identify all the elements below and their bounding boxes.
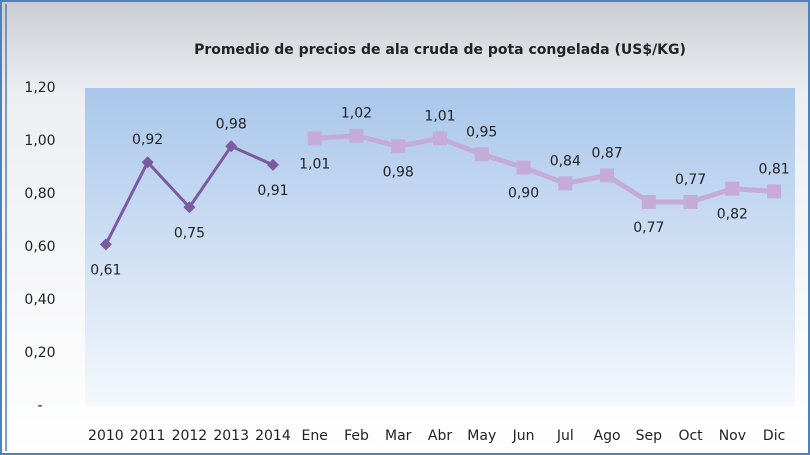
data-label: 0,98: [383, 164, 414, 180]
data-label: 1,02: [341, 106, 372, 122]
data-label: 0,77: [675, 172, 706, 188]
chart-title: Promedio de precios de ala cruda de pota…: [194, 42, 686, 58]
marker: [433, 131, 447, 146]
x-tick-label: 2012: [172, 428, 208, 444]
x-tick-label: Feb: [344, 428, 369, 444]
marker: [307, 131, 322, 146]
x-tick-label: Nov: [719, 428, 746, 444]
data-label: 0,75: [174, 225, 205, 241]
y-tick-label: 1,00: [24, 133, 55, 149]
x-tick-label: Abr: [428, 428, 452, 444]
data-label: 0,92: [132, 132, 163, 148]
x-tick-label: 2013: [213, 428, 249, 444]
x-tick-label: 2014: [255, 428, 291, 444]
x-tick-label: 2011: [130, 428, 166, 444]
y-tick-label: 0,20: [24, 345, 55, 361]
x-tick-label: May: [467, 428, 496, 444]
marker: [516, 160, 531, 175]
marker: [141, 156, 154, 169]
data-label: 0,61: [90, 262, 121, 278]
marker: [225, 140, 238, 153]
marker: [266, 158, 279, 171]
x-tick-label: Ene: [302, 428, 328, 444]
x-tick-label: Sep: [636, 428, 663, 444]
marker: [474, 147, 489, 162]
marker: [99, 238, 112, 251]
data-label: 0,81: [759, 161, 790, 177]
data-label: 1,01: [424, 108, 455, 124]
data-label: 0,90: [508, 186, 539, 202]
marker: [725, 181, 740, 196]
y-tick-label: 0,40: [24, 292, 55, 308]
y-tick-label: -: [37, 398, 42, 414]
marker: [183, 201, 196, 214]
data-label: 0,84: [550, 153, 581, 169]
x-tick-label: Jun: [512, 428, 535, 444]
x-tick-label: Ago: [594, 428, 621, 444]
y-tick-label: 0,60: [24, 239, 55, 255]
data-label: 0,77: [633, 220, 664, 236]
marker: [600, 168, 615, 183]
x-tick-label: Mar: [385, 428, 412, 444]
marker: [641, 194, 656, 209]
marker: [349, 128, 364, 143]
data-label: 1,01: [299, 156, 330, 172]
x-tick-label: 2010: [88, 428, 124, 444]
marker: [558, 176, 573, 191]
y-tick-label: 0,80: [24, 186, 55, 202]
marker: [391, 139, 406, 154]
x-tick-label: Jul: [556, 428, 574, 444]
x-tick-label: Dic: [763, 428, 785, 444]
x-tick-label: Oct: [678, 428, 703, 444]
data-label: 0,98: [216, 116, 247, 132]
data-label: 0,95: [466, 124, 497, 140]
y-tick-label: 1,20: [24, 80, 55, 96]
data-label: 0,87: [591, 145, 622, 161]
marker: [767, 184, 782, 199]
marker: [683, 194, 698, 209]
data-label: 0,82: [717, 207, 748, 223]
data-label: 0,91: [257, 183, 288, 199]
